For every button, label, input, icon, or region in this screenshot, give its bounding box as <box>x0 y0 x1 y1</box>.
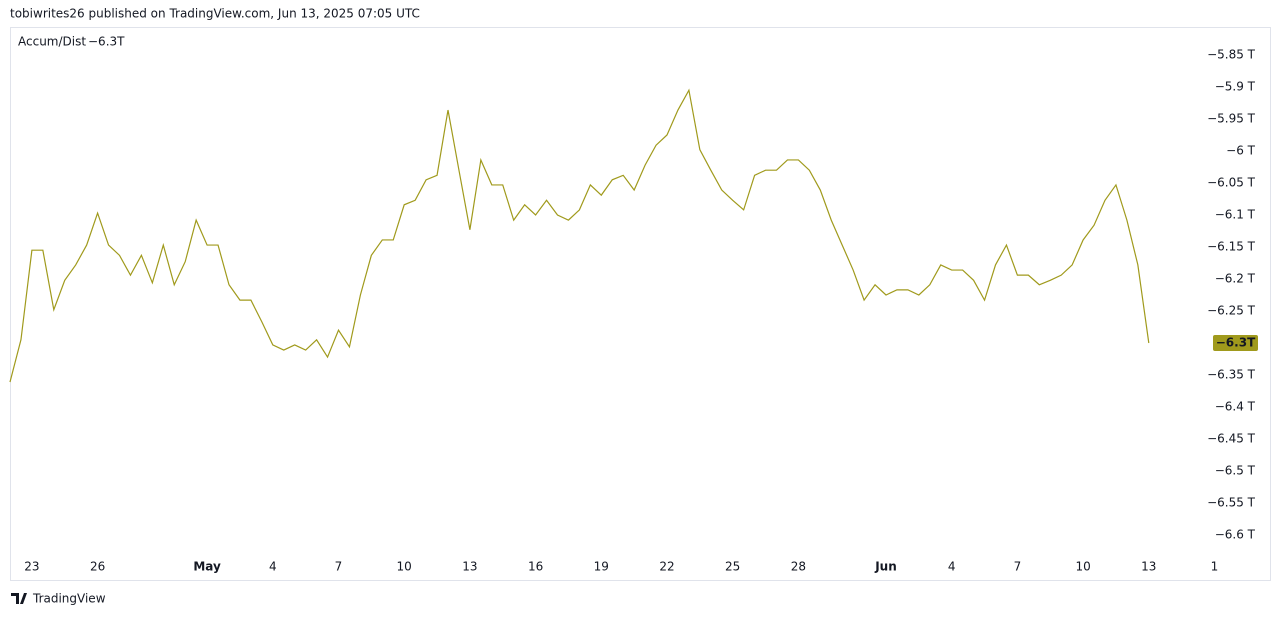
x-tick-label: 23 <box>24 560 39 574</box>
x-tick-label: 28 <box>791 560 806 574</box>
y-tick-label: −5.95 T <box>1207 112 1256 126</box>
x-tick-label: 4 <box>269 560 277 574</box>
legend-value: −6.3T <box>88 35 125 49</box>
x-tick-label: 13 <box>462 560 477 574</box>
series-line <box>9 88 1150 383</box>
x-tick-label: 13 <box>1141 560 1156 574</box>
y-tick-label: −6.5 T <box>1215 464 1256 478</box>
x-tick-label: 25 <box>725 560 740 574</box>
y-tick-label: −6.55 T <box>1207 496 1256 510</box>
y-tick-label: −6.15 T <box>1207 240 1256 254</box>
x-tick-label: 22 <box>659 560 674 574</box>
header-title: tobiwrites26 published on TradingView.co… <box>10 7 420 21</box>
y-tick-label: −6.35 T <box>1207 368 1256 382</box>
x-tick-label: 26 <box>90 560 105 574</box>
y-tick-label: −5.85 T <box>1207 48 1256 62</box>
y-tick-label: −6 T <box>1226 144 1256 158</box>
x-tick-label: 19 <box>594 560 609 574</box>
x-tick-label: 4 <box>948 560 956 574</box>
y-tick-label: −6.1 T <box>1215 208 1256 222</box>
last-value-label: −6.3T <box>1216 336 1256 350</box>
y-tick-label: −6.45 T <box>1207 432 1256 446</box>
legend-name: Accum/Dist <box>18 35 86 49</box>
x-tick-label: 10 <box>397 560 412 574</box>
x-tick-label: 1 <box>1211 560 1219 574</box>
footer-brand: TradingView <box>32 592 106 606</box>
x-tick-label: 7 <box>1014 560 1022 574</box>
last-value-badge <box>1213 335 1258 351</box>
y-tick-label: −6.05 T <box>1207 176 1256 190</box>
chart-frame <box>10 27 1271 581</box>
x-tick-label: 10 <box>1075 560 1090 574</box>
x-tick-label: 16 <box>528 560 543 574</box>
y-tick-label: −6.6 T <box>1215 528 1256 542</box>
x-tick-label: 7 <box>335 560 343 574</box>
y-tick-label: −5.9 T <box>1215 80 1256 94</box>
y-tick-label: −6.4 T <box>1215 400 1256 414</box>
y-tick-label: −6.25 T <box>1207 304 1256 318</box>
footer-logo: TradingView <box>11 592 106 606</box>
x-tick-label: Jun <box>874 560 897 574</box>
y-tick-label: −6.2 T <box>1215 272 1256 286</box>
x-tick-label: May <box>193 560 221 574</box>
